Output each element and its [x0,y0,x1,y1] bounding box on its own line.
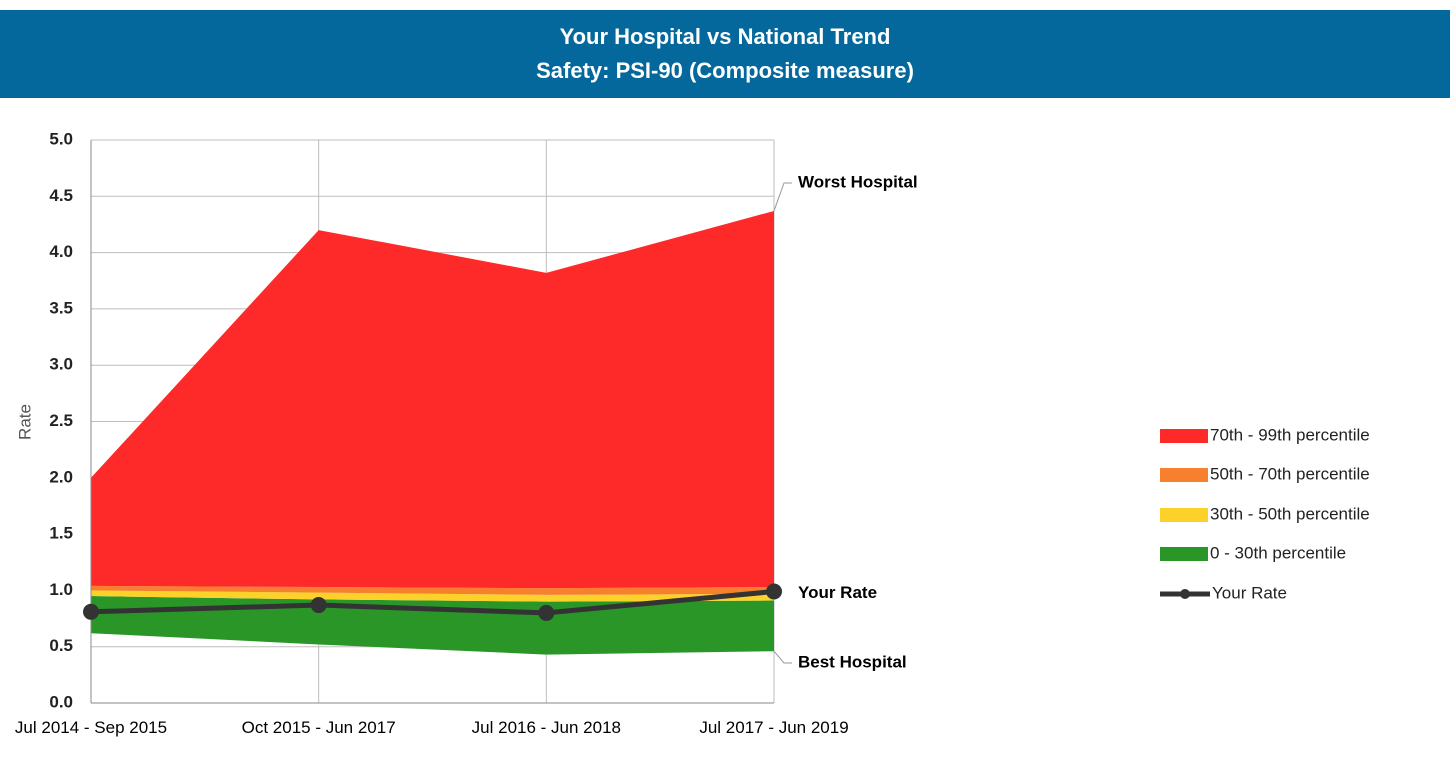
header-bar [0,10,1450,98]
y-axis-label: Rate [15,404,34,440]
legend-label: 0 - 30th percentile [1210,543,1346,562]
x-tick-label: Jul 2014 - Sep 2015 [14,718,168,737]
y-tick-label: 5.0 [49,129,73,148]
y-tick-label: 3.0 [49,355,73,374]
rate-marker [766,583,782,600]
annotation: Best Hospital [798,652,907,671]
rate-line [90,589,775,616]
x-tick-label: Oct 2015 - Jun 2017 [241,718,396,737]
x-tick-label: Jul 2016 - Jun 2018 [471,718,621,737]
area [91,210,774,589]
x-tick-label: Jul 2017 - Jun 2019 [699,718,849,737]
y-tick-label: 1.5 [49,524,73,543]
area [91,590,774,602]
y-tick-label: 4.0 [49,242,73,261]
y-tick-label: 2.5 [49,411,73,430]
legend-swatch [1180,589,1190,599]
leader-line [773,182,792,212]
area [91,596,774,655]
legend-swatch [1160,429,1208,443]
legend-label: Your Rate [1212,583,1287,602]
y-tick-label: 0.0 [49,692,73,711]
y-tick-label: 0.5 [49,636,73,655]
legend-swatch [1160,547,1208,561]
y-tick-label: 1.0 [49,580,73,599]
chart-title: Your Hospital vs National Trend [560,24,891,49]
chart-subtitle: Safety: PSI-90 (Composite measure) [536,58,914,83]
y-tick-label: 3.5 [49,298,73,317]
area [91,585,774,595]
legend-swatch [1160,508,1208,522]
y-tick-label: 4.5 [49,186,73,205]
legend-label: 70th - 99th percentile [1210,425,1370,444]
y-tick-label: 2.0 [49,467,73,486]
rate-marker [310,597,327,614]
rate-marker [83,603,99,620]
annotation: Worst Hospital [798,172,918,191]
legend-label: 50th - 70th percentile [1210,464,1370,483]
annotation: Your Rate [798,583,877,602]
leader-line [773,650,792,664]
legend-swatch [1160,468,1208,482]
legend-label: 30th - 50th percentile [1210,504,1370,523]
rate-marker [538,604,555,621]
